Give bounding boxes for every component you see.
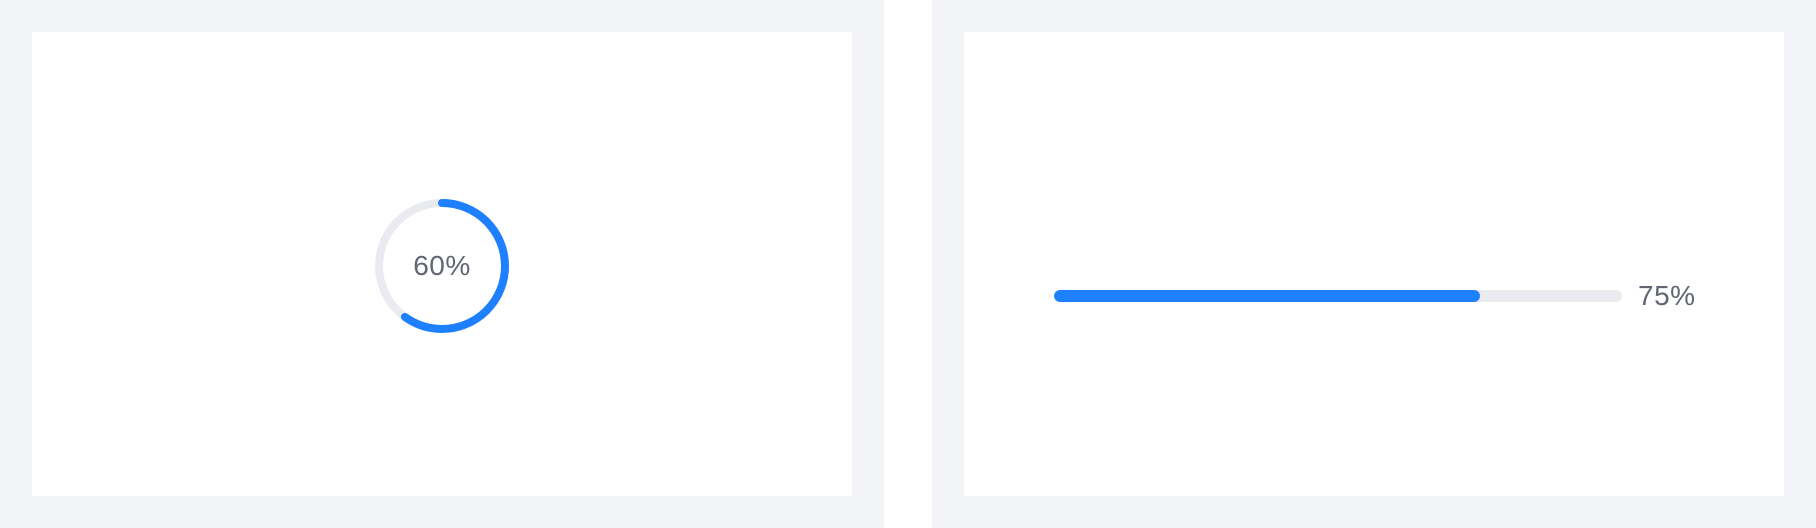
circle-progress-fill [375, 199, 509, 333]
line-progress-track [1054, 290, 1622, 302]
circle-progress-label: 60% [413, 250, 471, 281]
circle-progress-panel: 60% [0, 0, 884, 528]
line-progress-card: 75% [964, 32, 1784, 496]
line-progress-fill [1054, 290, 1480, 302]
line-progress-panel: 75% [932, 0, 1816, 528]
circle-progress-ring [375, 199, 509, 333]
circle-progress: 60% [372, 196, 512, 336]
line-progress: 75% [1054, 280, 1744, 311]
line-progress-label: 75% [1638, 280, 1696, 311]
circle-progress-card: 60% [32, 32, 852, 496]
